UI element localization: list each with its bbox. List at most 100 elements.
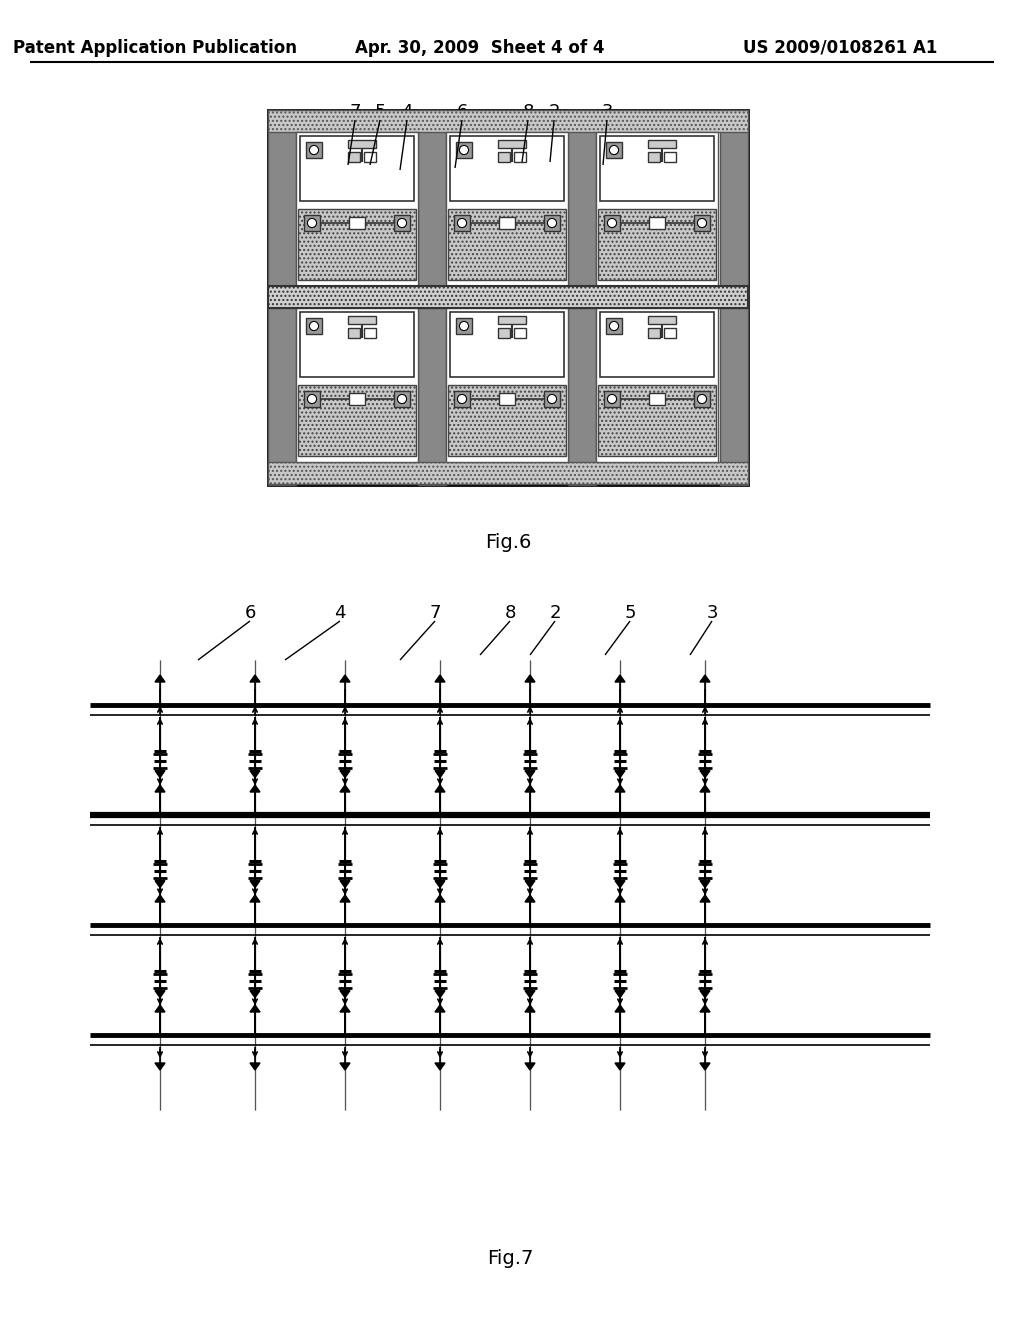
Circle shape: [607, 395, 616, 404]
Bar: [300, 312, 414, 378]
Bar: [296, 308, 418, 462]
Polygon shape: [340, 1005, 350, 1012]
Circle shape: [397, 218, 407, 227]
Bar: [600, 136, 714, 201]
Circle shape: [307, 218, 316, 227]
Bar: [596, 132, 718, 286]
Polygon shape: [250, 1063, 260, 1071]
Polygon shape: [340, 880, 350, 887]
Bar: [446, 308, 568, 462]
Circle shape: [307, 395, 316, 404]
Polygon shape: [155, 1005, 165, 1012]
Text: 8: 8: [504, 605, 516, 622]
Text: 6: 6: [457, 103, 468, 121]
Bar: [568, 110, 596, 484]
Polygon shape: [155, 771, 165, 777]
Polygon shape: [155, 1063, 165, 1071]
Text: 3: 3: [707, 605, 718, 622]
Bar: [498, 327, 510, 338]
Bar: [348, 327, 360, 338]
Text: Apr. 30, 2009  Sheet 4 of 4: Apr. 30, 2009 Sheet 4 of 4: [355, 40, 605, 57]
Polygon shape: [250, 771, 260, 777]
Circle shape: [460, 322, 469, 330]
Bar: [450, 136, 564, 201]
Text: 5: 5: [625, 605, 636, 622]
Polygon shape: [615, 990, 625, 998]
Circle shape: [609, 145, 618, 154]
Polygon shape: [615, 675, 625, 682]
Polygon shape: [435, 880, 445, 887]
Bar: [300, 136, 414, 201]
Polygon shape: [155, 895, 165, 902]
Bar: [664, 152, 676, 162]
Bar: [306, 143, 322, 158]
Bar: [450, 312, 564, 378]
Polygon shape: [435, 771, 445, 777]
Bar: [296, 132, 418, 286]
Bar: [268, 286, 748, 308]
Bar: [598, 385, 716, 455]
Bar: [348, 140, 376, 148]
Bar: [456, 143, 472, 158]
Circle shape: [458, 218, 467, 227]
Text: 4: 4: [334, 605, 346, 622]
Bar: [449, 385, 566, 455]
Bar: [648, 140, 676, 148]
Polygon shape: [155, 785, 165, 792]
Polygon shape: [700, 785, 710, 792]
Bar: [394, 215, 410, 231]
Bar: [394, 391, 410, 407]
Circle shape: [697, 218, 707, 227]
Polygon shape: [250, 895, 260, 902]
Polygon shape: [525, 990, 535, 998]
Bar: [606, 318, 622, 334]
Polygon shape: [340, 990, 350, 998]
Bar: [456, 318, 472, 334]
Circle shape: [697, 395, 707, 404]
Bar: [418, 110, 446, 484]
Bar: [298, 209, 416, 280]
Polygon shape: [250, 880, 260, 887]
Bar: [694, 215, 710, 231]
Bar: [498, 315, 526, 323]
Polygon shape: [340, 895, 350, 902]
Polygon shape: [435, 1063, 445, 1071]
Polygon shape: [700, 895, 710, 902]
Circle shape: [548, 218, 557, 227]
Bar: [649, 393, 665, 405]
Polygon shape: [250, 1005, 260, 1012]
Polygon shape: [525, 1005, 535, 1012]
Circle shape: [460, 145, 469, 154]
Bar: [694, 391, 710, 407]
Polygon shape: [340, 1063, 350, 1071]
Bar: [544, 215, 560, 231]
Polygon shape: [700, 1005, 710, 1012]
Polygon shape: [525, 895, 535, 902]
Bar: [648, 315, 676, 323]
Polygon shape: [615, 1005, 625, 1012]
Text: 3: 3: [601, 103, 612, 121]
Bar: [306, 318, 322, 334]
Bar: [454, 391, 470, 407]
Polygon shape: [340, 771, 350, 777]
Bar: [606, 143, 622, 158]
Bar: [349, 393, 365, 405]
Bar: [268, 110, 748, 132]
Bar: [514, 327, 526, 338]
Bar: [720, 110, 748, 484]
Text: Patent Application Publication: Patent Application Publication: [13, 40, 297, 57]
Bar: [268, 110, 748, 484]
Bar: [648, 152, 660, 162]
Bar: [454, 215, 470, 231]
Polygon shape: [155, 990, 165, 998]
Circle shape: [607, 218, 616, 227]
Polygon shape: [525, 785, 535, 792]
Bar: [498, 140, 526, 148]
Text: Fig.7: Fig.7: [486, 1249, 534, 1267]
Bar: [649, 216, 665, 228]
Polygon shape: [615, 1063, 625, 1071]
Polygon shape: [340, 675, 350, 682]
Polygon shape: [700, 880, 710, 887]
Polygon shape: [155, 880, 165, 887]
Bar: [446, 132, 568, 286]
